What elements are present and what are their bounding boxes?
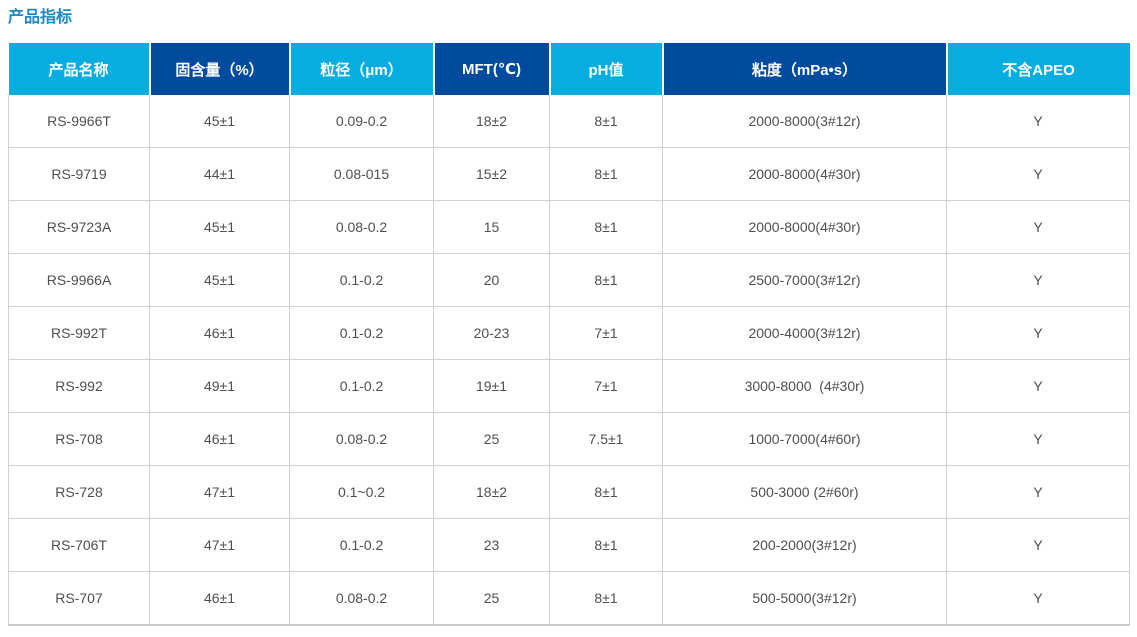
table-cell: Y: [946, 200, 1130, 254]
table-cell: 44±1: [149, 147, 290, 201]
table-cell: RS-708: [8, 412, 150, 466]
table-cell: 500-3000 (2#60r): [662, 465, 947, 519]
table-cell: Y: [946, 306, 1130, 360]
table-row: RS-9966T 45±1 0.09-0.2 18±2 8±1 2000-8000(3#1…: [8, 95, 1130, 148]
table-row: RS-708 46±1 0.08-0.2 25 7.5±1 1000-7000(4#60r…: [8, 412, 1130, 466]
table-cell: 8±1: [549, 253, 663, 307]
table-cell: 15±2: [433, 147, 550, 201]
table-cell: 7±1: [549, 359, 663, 413]
table-cell: 20: [433, 253, 550, 307]
table-cell: 8±1: [549, 518, 663, 572]
table-cell: Y: [946, 147, 1130, 201]
table-cell: Y: [946, 465, 1130, 519]
column-header: 不含APEO: [946, 43, 1130, 95]
table-cell: RS-9719: [8, 147, 150, 201]
table-row: RS-9719 44±1 0.08-015 15±2 8±1 2000-8000(4#30…: [8, 147, 1130, 201]
table-cell: 0.08-015: [289, 147, 434, 201]
column-header: 粒径（μm）: [289, 43, 435, 95]
table-row: RS-9723A 45±1 0.08-0.2 15 8±1 2000-8000(4#30r…: [8, 200, 1130, 254]
table-cell: RS-728: [8, 465, 150, 519]
column-header: 固含量（%）: [149, 43, 291, 95]
table-cell: 46±1: [149, 571, 290, 626]
table-body: RS-9966T 45±1 0.09-0.2 18±2 8±1 2000-8000(3#1…: [8, 95, 1130, 626]
table-row: RS-9966A 45±1 0.1-0.2 20 8±1 2500-7000(3#12r)…: [8, 253, 1130, 307]
table-cell: 0.09-0.2: [289, 95, 434, 148]
table-cell: Y: [946, 253, 1130, 307]
table-cell: 25: [433, 412, 550, 466]
table-row: RS-992 49±1 0.1-0.2 19±1 7±1 3000-8000 (4#30r…: [8, 359, 1130, 413]
column-header: 产品名称: [8, 43, 151, 95]
table-cell: 2000-8000(3#12r): [662, 95, 947, 148]
table-cell: Y: [946, 359, 1130, 413]
table-cell: 0.1-0.2: [289, 359, 434, 413]
table-cell: 47±1: [149, 465, 290, 519]
table-cell: 0.1-0.2: [289, 253, 434, 307]
table-cell: 18±2: [433, 95, 550, 148]
table-cell: 0.08-0.2: [289, 200, 434, 254]
table-cell: 2000-4000(3#12r): [662, 306, 947, 360]
table-cell: 49±1: [149, 359, 290, 413]
table-header-row: 产品名称 固含量（%） 粒径（μm） MFT(℃) pH值 粘度（mPa•s） 不含APEO: [8, 43, 1130, 95]
table-cell: 2500-7000(3#12r): [662, 253, 947, 307]
table-cell: 8±1: [549, 147, 663, 201]
table-cell: Y: [946, 412, 1130, 466]
table-row: RS-706T 47±1 0.1-0.2 23 8±1 200-2000(3#12r) Y: [8, 518, 1130, 572]
table-cell: RS-707: [8, 571, 150, 626]
column-header: MFT(℃): [433, 43, 551, 95]
table-header: 产品名称 固含量（%） 粒径（μm） MFT(℃) pH值 粘度（mPa•s） 不含APEO: [8, 43, 1130, 95]
table-cell: 23: [433, 518, 550, 572]
table-cell: 2000-8000(4#30r): [662, 200, 947, 254]
table-row: RS-707 46±1 0.08-0.2 25 8±1 500-5000(3#12r) Y: [8, 571, 1130, 626]
table-cell: 500-5000(3#12r): [662, 571, 947, 626]
column-header: pH值: [549, 43, 664, 95]
table-cell: 200-2000(3#12r): [662, 518, 947, 572]
table-cell: 1000-7000(4#60r): [662, 412, 947, 466]
table-cell: 18±2: [433, 465, 550, 519]
table-cell: Y: [946, 518, 1130, 572]
table-cell: RS-9723A: [8, 200, 150, 254]
product-spec-table: 产品名称 固含量（%） 粒径（μm） MFT(℃) pH值 粘度（mPa•s） 不含APEO…: [8, 43, 1130, 626]
table-cell: Y: [946, 571, 1130, 626]
table-cell: 7.5±1: [549, 412, 663, 466]
table-cell: 46±1: [149, 306, 290, 360]
table-cell: 0.1~0.2: [289, 465, 434, 519]
table-cell: 8±1: [549, 95, 663, 148]
table-cell: 8±1: [549, 465, 663, 519]
table-cell: 45±1: [149, 95, 290, 148]
table-cell: Y: [946, 95, 1130, 148]
table-cell: 20-23: [433, 306, 550, 360]
table-cell: 0.08-0.2: [289, 412, 434, 466]
table-cell: 45±1: [149, 253, 290, 307]
table-cell: 3000-8000 (4#30r): [662, 359, 947, 413]
table-cell: 0.1-0.2: [289, 518, 434, 572]
table-row: RS-728 47±1 0.1~0.2 18±2 8±1 500-3000 (2#60r)…: [8, 465, 1130, 519]
table-cell: 0.1-0.2: [289, 306, 434, 360]
table-cell: 0.08-0.2: [289, 571, 434, 626]
table-cell: 25: [433, 571, 550, 626]
column-header: 粘度（mPa•s）: [662, 43, 948, 95]
table-cell: 46±1: [149, 412, 290, 466]
page-title: 产品指标: [8, 9, 73, 26]
table-cell: 19±1: [433, 359, 550, 413]
table-cell: RS-9966T: [8, 95, 150, 148]
table-cell: 47±1: [149, 518, 290, 572]
table-cell: 15: [433, 200, 550, 254]
table-cell: RS-706T: [8, 518, 150, 572]
table-row: RS-992T 46±1 0.1-0.2 20-23 7±1 2000-4000(3#12…: [8, 306, 1130, 360]
table-cell: RS-9966A: [8, 253, 150, 307]
table-cell: 8±1: [549, 200, 663, 254]
table-cell: RS-992: [8, 359, 150, 413]
table-cell: 8±1: [549, 571, 663, 626]
table-cell: 7±1: [549, 306, 663, 360]
table-cell: 2000-8000(4#30r): [662, 147, 947, 201]
table-cell: 45±1: [149, 200, 290, 254]
table-cell: RS-992T: [8, 306, 150, 360]
